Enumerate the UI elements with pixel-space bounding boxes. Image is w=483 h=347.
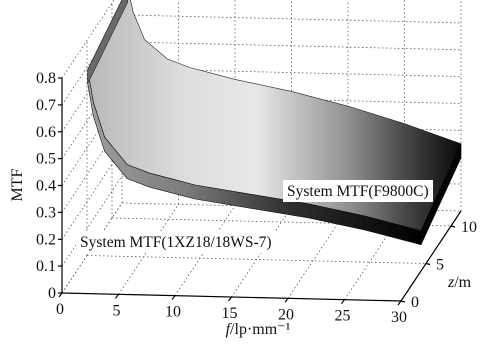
surface-right-face (420, 143, 462, 245)
mtf-surface (87, 0, 462, 246)
x-tick-mark-5 (341, 299, 345, 305)
y-tick-label-1: 0.1 (36, 258, 56, 275)
x-tick-mark-2 (171, 295, 176, 301)
axes: 0 5 10 15 20 25 3000.10.20.30.40.50.60.70.8051… (36, 70, 477, 326)
surface-left-face (87, 0, 128, 84)
x-tick-mark-0 (58, 292, 63, 298)
x-axis-label: f/lp·mm⁻¹ (226, 321, 291, 338)
grid-floor-z-2 (111, 217, 452, 227)
z-tick-label-0: 0 (411, 294, 419, 311)
z-tick-label-1: 5 (436, 257, 444, 274)
grid-side-y-2 (61, 149, 123, 240)
x-tick-label-4: 20 (278, 306, 294, 323)
z-tick-mark-1 (425, 262, 431, 266)
z-tick-mark-0 (400, 300, 406, 303)
y-tick-label-3: 0.3 (36, 204, 56, 221)
grid-back-y-0 (121, 202, 462, 212)
x-tick-label-5: 25 (335, 308, 351, 325)
y-tick-label-6: 0.6 (36, 124, 56, 141)
grid-floor-z-1 (86, 255, 427, 264)
x-tick-mark-3 (228, 296, 232, 302)
x-tick-label-0: 0 (56, 301, 64, 318)
x-tick-label-2: 10 (165, 304, 181, 321)
x-tick-mark-4 (284, 297, 289, 303)
grid-back-y-7 (121, 14, 462, 24)
z-tick-mark-2 (450, 225, 456, 228)
x-tick-label-6: 30 (391, 309, 407, 326)
y-tick-label-0: 0 (48, 285, 56, 302)
z-tick-label-2: 10 (461, 219, 477, 236)
y-axis-label: MTF (9, 168, 26, 201)
x-tick-label-3: 15 (222, 305, 238, 322)
annotation-bg-f9800c (283, 180, 433, 202)
y-tick-label-4: 0.4 (36, 178, 56, 195)
z-axis-label: z/m (447, 274, 472, 291)
y-tick-label-2: 0.2 (36, 231, 56, 248)
annotation-1xz18: System MTF(1XZ18/18WS-7) (80, 234, 272, 251)
x-tick-mark-1 (115, 293, 119, 299)
y-tick-label-8: 0.8 (36, 70, 56, 87)
annotation-bg-1xz18 (76, 231, 316, 253)
annotation-f9800c: System MTF(F9800C) (287, 183, 429, 200)
grid-back-y-6 (121, 41, 462, 51)
x-tick-mark-6 (397, 300, 402, 306)
y-tick-label-7: 0.7 (36, 97, 56, 114)
y-tick-label-5: 0.5 (36, 151, 56, 168)
x-tick-label-1: 5 (113, 302, 121, 319)
